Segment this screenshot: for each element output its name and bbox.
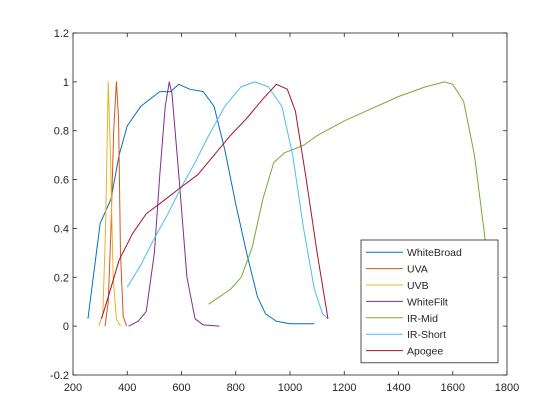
y-tick-label: 0.4 bbox=[54, 223, 69, 235]
y-axis-ticks: -0.2 0 0.2 0.4 0.6 0.8 1 1.2 bbox=[50, 28, 507, 382]
y-tick-label: -0.2 bbox=[50, 370, 69, 382]
x-tick-label: 600 bbox=[172, 382, 190, 394]
y-tick-label: 0.2 bbox=[54, 272, 69, 284]
legend-label: Apogee bbox=[407, 346, 443, 358]
legend-label: IR-Mid bbox=[407, 313, 438, 325]
series-line-ir-mid bbox=[208, 81, 494, 314]
y-tick-label: 0.8 bbox=[54, 126, 69, 138]
series-lines bbox=[87, 81, 494, 327]
x-tick-label: 800 bbox=[227, 382, 245, 394]
series-line-uvb bbox=[98, 81, 121, 327]
legend-label: IR-Short bbox=[407, 329, 446, 341]
x-axis-ticks: 200 400 600 800 1000 1200 1400 1600 1800 bbox=[64, 33, 519, 394]
series-line-whitefilt bbox=[128, 81, 220, 327]
legend-label: UVA bbox=[407, 264, 428, 276]
x-tick-label: 1600 bbox=[441, 382, 465, 394]
legend: WhiteBroad UVA UVB WhiteFilt IR-Mid IR-Short A… bbox=[360, 239, 499, 364]
y-tick-label: 1.2 bbox=[54, 28, 69, 40]
y-tick-label: 0.6 bbox=[54, 175, 69, 187]
x-tick-label: 400 bbox=[118, 382, 136, 394]
legend-label: WhiteBroad bbox=[407, 247, 462, 259]
legend-label: UVB bbox=[407, 280, 429, 292]
x-tick-label: 1200 bbox=[332, 382, 356, 394]
y-tick-label: 0 bbox=[63, 321, 69, 333]
legend-label: WhiteFilt bbox=[407, 296, 448, 308]
series-line-apogee bbox=[101, 83, 329, 319]
series-line-uva bbox=[104, 81, 128, 327]
x-tick-label: 200 bbox=[64, 382, 82, 394]
series-line-whitebroad bbox=[87, 83, 315, 325]
x-tick-label: 1400 bbox=[386, 382, 410, 394]
series-line-ir-short bbox=[126, 81, 329, 320]
x-tick-label: 1000 bbox=[278, 382, 302, 394]
y-tick-label: 1 bbox=[63, 77, 69, 89]
x-tick-label: 1800 bbox=[495, 382, 519, 394]
